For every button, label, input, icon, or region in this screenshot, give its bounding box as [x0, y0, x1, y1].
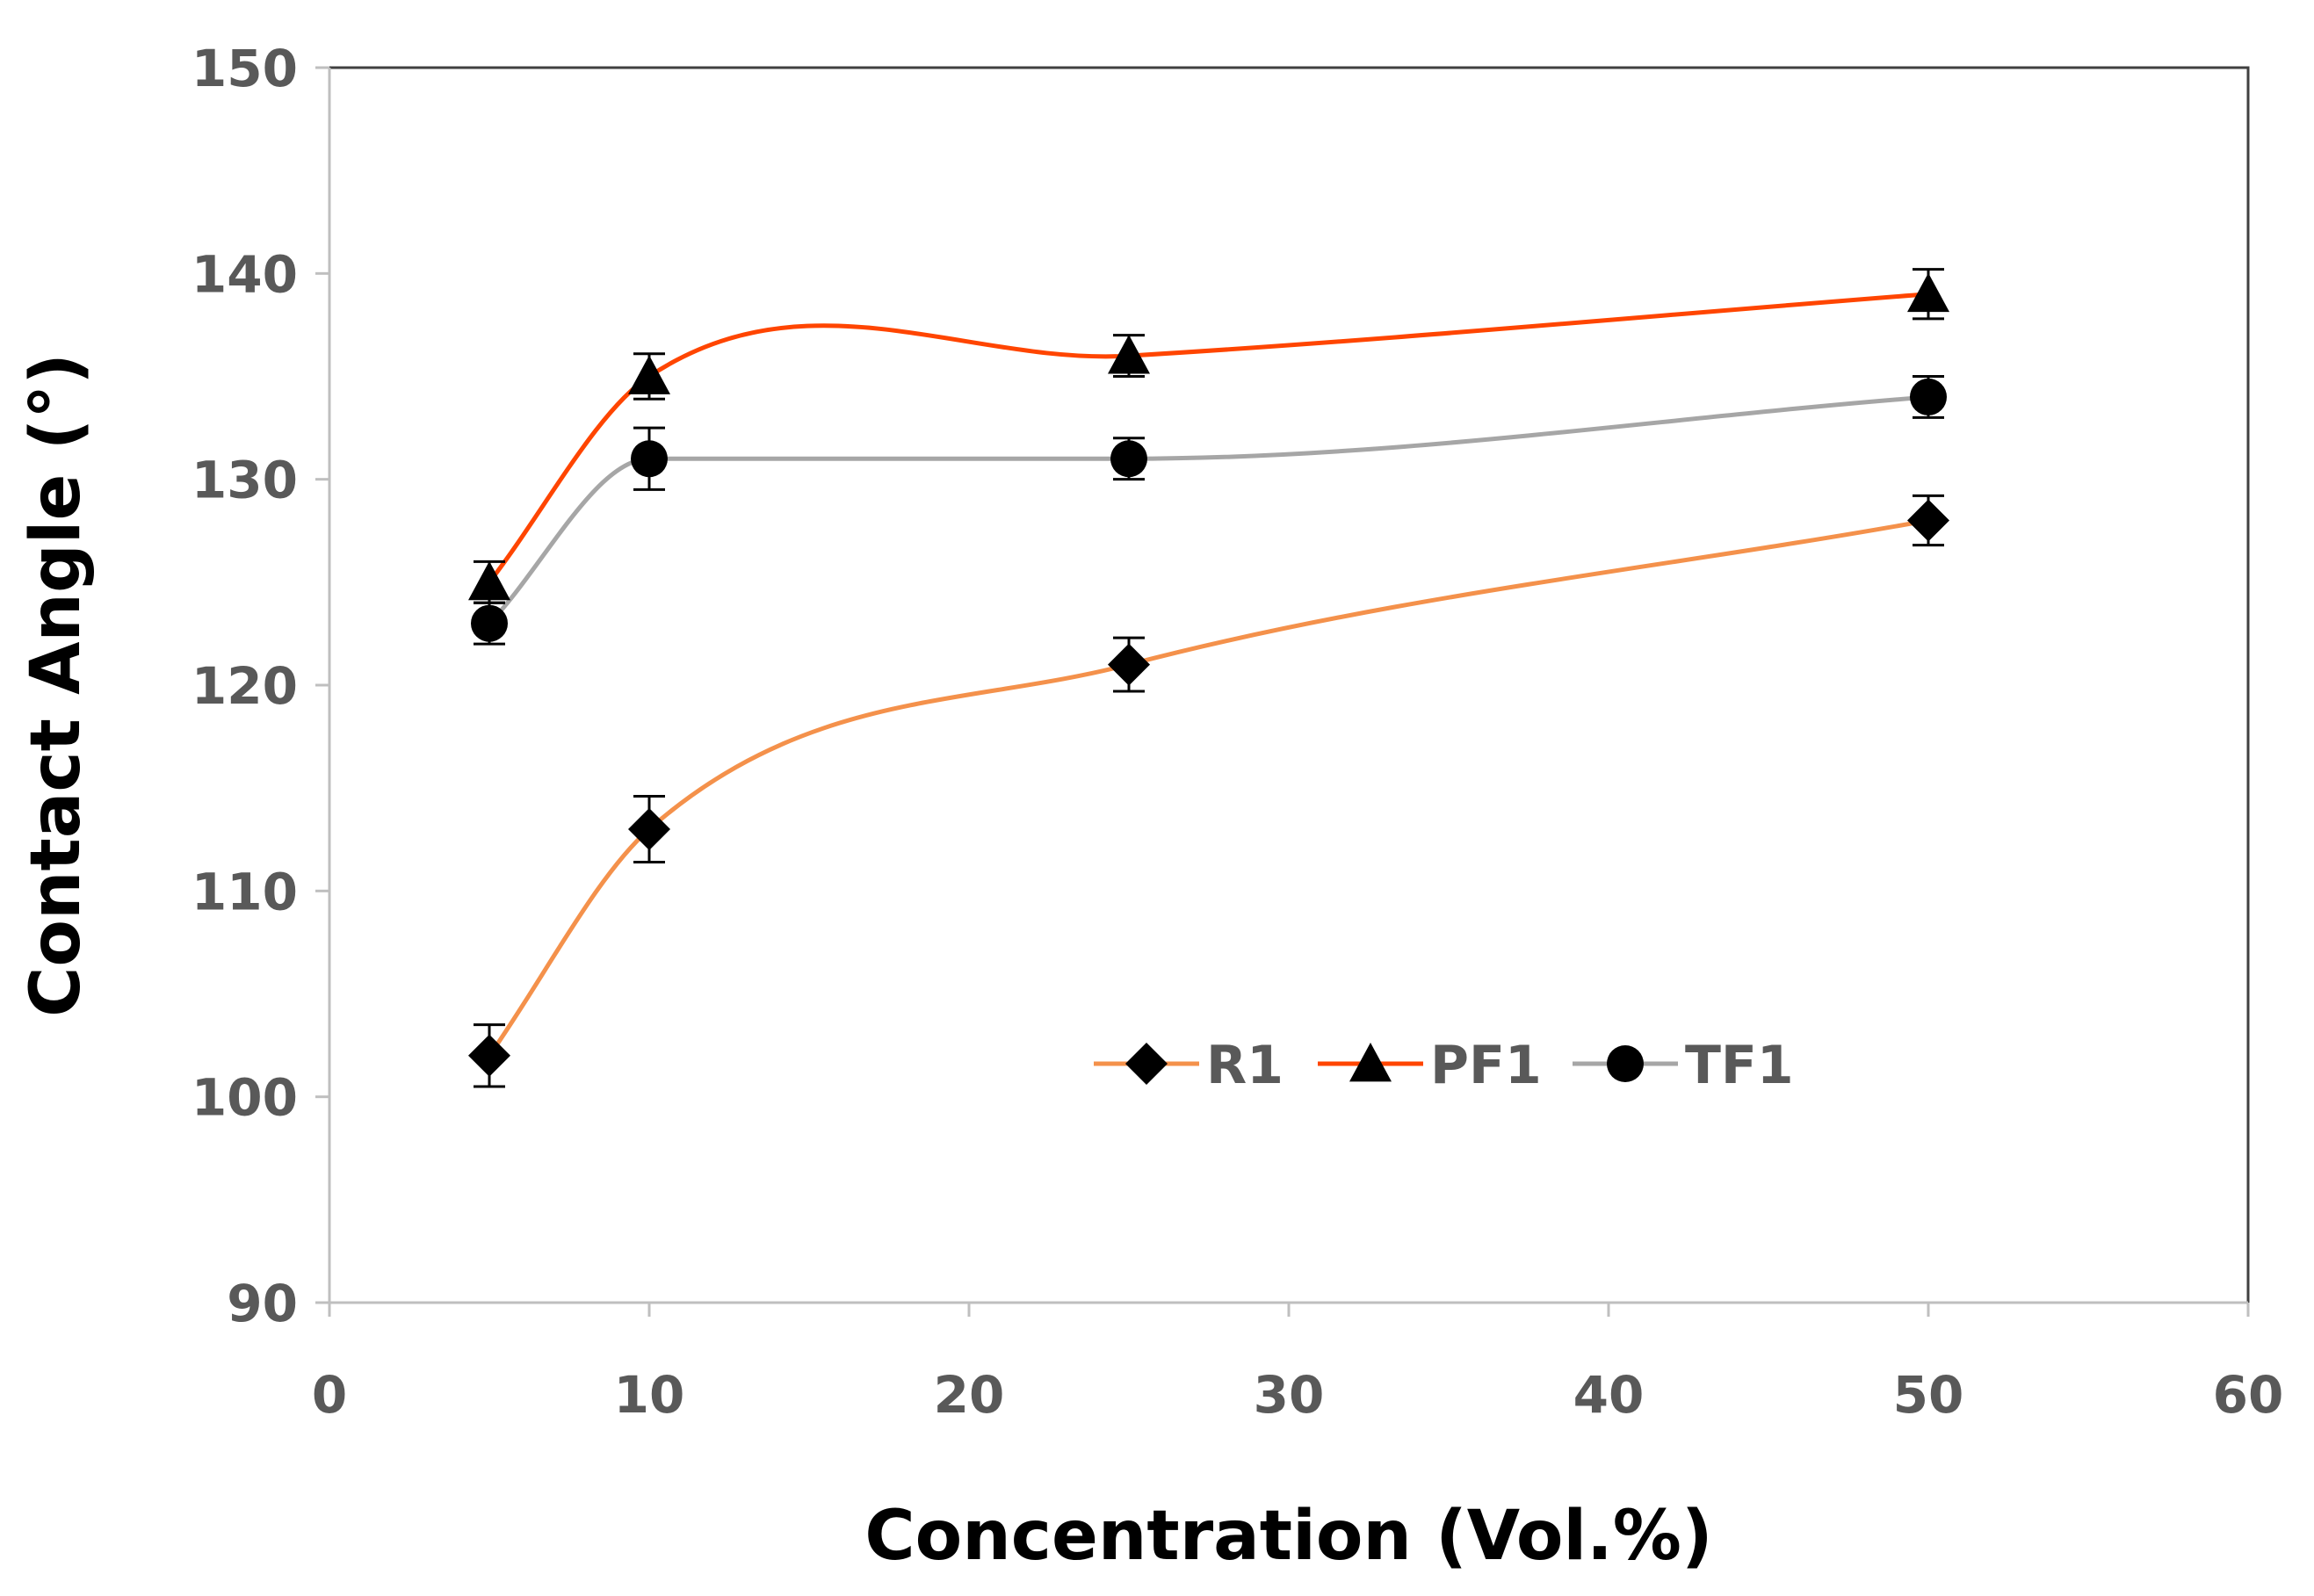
- legend-label-tf1: TF1: [1685, 1035, 1794, 1096]
- y-tick-label: 150: [192, 39, 298, 98]
- y-tick-label: 120: [192, 656, 298, 716]
- legend-marker-tf1: [1607, 1045, 1644, 1082]
- data-point-tf1: [631, 440, 668, 478]
- data-point-pf1: [1108, 335, 1150, 374]
- legend-marker-r1: [1125, 1043, 1168, 1085]
- data-point-tf1: [471, 604, 508, 642]
- series-line-r1: [487, 518, 1929, 1058]
- x-tick-label: 40: [1573, 1365, 1645, 1425]
- x-tick-label: 20: [934, 1365, 1005, 1425]
- x-tick-label: 0: [312, 1365, 347, 1425]
- plot-area: [328, 66, 2250, 1304]
- x-axis-title: Concentration (Vol.%): [864, 1497, 1712, 1576]
- data-point-pf1: [1907, 272, 1949, 313]
- data-point-r1: [1108, 643, 1150, 686]
- x-tick-label: 10: [614, 1365, 685, 1425]
- x-tick-label: 50: [1893, 1365, 1964, 1425]
- data-point-pf1: [628, 355, 670, 394]
- y-tick-label: 100: [192, 1068, 298, 1128]
- y-tick-label: 110: [192, 862, 298, 921]
- data-point-r1: [468, 1034, 510, 1077]
- legend-label-r1: R1: [1206, 1035, 1284, 1096]
- x-tick-label: 30: [1254, 1365, 1325, 1425]
- data-point-tf1: [1910, 378, 1947, 415]
- data-point-r1: [1907, 499, 1949, 542]
- series-line-pf1: [488, 292, 1929, 584]
- y-tick-label: 130: [192, 451, 298, 510]
- series-line-tf1: [488, 394, 1929, 625]
- x-tick-label: 60: [2213, 1365, 2284, 1425]
- data-point-pf1: [468, 560, 510, 601]
- y-tick-label: 90: [227, 1274, 298, 1333]
- y-axis-title: Contact Angle (°): [17, 353, 96, 1017]
- legend: R1 PF1 TF1: [1094, 1035, 1794, 1096]
- legend-label-pf1: PF1: [1430, 1035, 1542, 1096]
- legend-marker-pf1: [1349, 1043, 1392, 1082]
- data-point-tf1: [1110, 440, 1147, 478]
- data-point-r1: [628, 808, 670, 851]
- y-tick-label: 140: [192, 244, 298, 304]
